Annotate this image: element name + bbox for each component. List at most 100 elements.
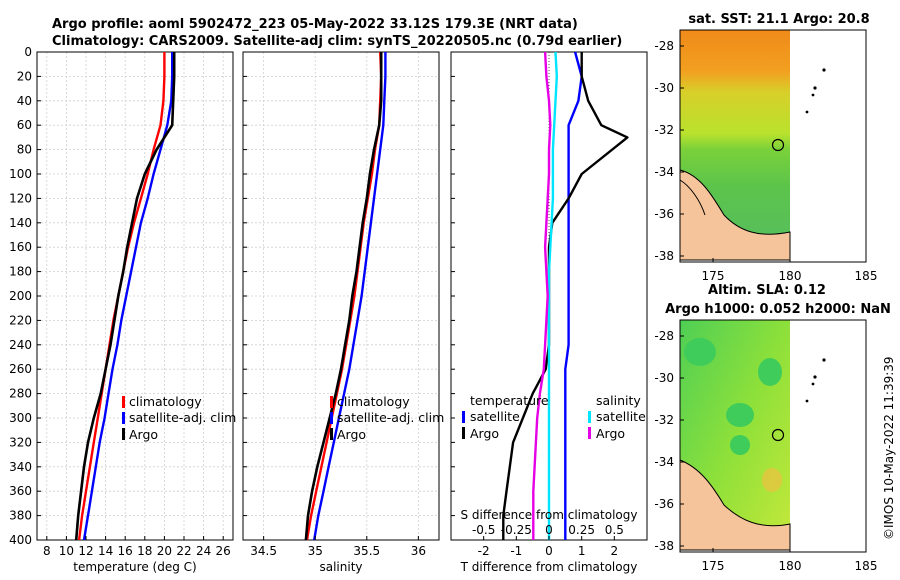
series-line-salinity-satellite: [547, 51, 558, 540]
new-zealand-coast: [679, 169, 791, 261]
x-tick-label: 18: [137, 544, 152, 558]
depth-tick-label: 220: [9, 313, 32, 327]
sst-map-title: sat. SST: 21.1 Argo: 20.8: [688, 12, 869, 27]
series-line-temperature-satellite: [564, 51, 583, 540]
map-x-tick-label: 185: [855, 269, 878, 283]
legend-label-t-argo: Argo: [470, 426, 499, 441]
temperature-panel: 8 10 12 14 16 18 20 22 24 26 temperature (deg C) …: [36, 51, 236, 574]
sla-blob: [758, 358, 782, 386]
legend-swatch-climatology: [330, 396, 333, 408]
s-tick-label: 0.5: [605, 523, 624, 537]
map-y-tick-label: -36: [654, 497, 674, 511]
legend-label-climatology: climatology: [129, 394, 202, 409]
depth-tick-label: 0: [24, 45, 32, 59]
depth-tick-label: 40: [17, 94, 32, 108]
difference-s-ticks: -0.5 -0.25 0 0.25 0.5: [472, 523, 624, 537]
map-y-tick-label: -30: [654, 371, 674, 385]
sst-map-ticks: 175 180 185 -28 -30 -32 -34 -36 -38: [654, 39, 877, 283]
legend-label-t-satellite: satellite: [470, 409, 520, 424]
x-tick-label: 34.5: [250, 544, 277, 558]
depth-tick-label: 180: [9, 265, 32, 279]
map-y-tick-label: -38: [654, 249, 674, 263]
legend-label-argo: Argo: [337, 427, 366, 442]
x-tick-label: 0: [545, 544, 553, 558]
temperature-grid: [37, 51, 233, 541]
imos-watermark: ©IMOS 10-May-2022 11:39:39: [882, 356, 896, 540]
depth-tick-label: 260: [9, 362, 32, 376]
series-line-salinity-argo: [532, 51, 552, 540]
legend-swatch-t-argo: [462, 427, 465, 439]
salinity-xticks: 34.5 35 35.5 36: [250, 536, 426, 558]
new-zealand-coast: [679, 459, 791, 551]
map-x-tick-label: 180: [779, 269, 802, 283]
sla-blob: [726, 403, 754, 427]
x-tick-label: 26: [216, 544, 231, 558]
island-dot: [805, 110, 809, 114]
depth-tick-label: 360: [9, 484, 32, 498]
x-tick-label: 8: [43, 544, 51, 558]
x-tick-label: -2: [478, 544, 490, 558]
depth-tick-label: 280: [9, 387, 32, 401]
x-tick-label: 16: [118, 544, 133, 558]
map-y-tick-label: -30: [654, 81, 674, 95]
sla-map-frame: [679, 319, 867, 553]
depth-tick-label: 100: [9, 167, 32, 181]
map-x-tick-label: 185: [855, 559, 878, 573]
map-y-tick-label: -32: [654, 413, 674, 427]
depth-tick-label: 20: [17, 69, 32, 83]
sst-map: sat. SST: 21.1 Argo: 20.8: [654, 12, 877, 283]
difference-legend: temperature satellite Argo salinity sate…: [462, 393, 646, 441]
depth-tick-label: 160: [9, 240, 32, 254]
sla-blob: [762, 468, 782, 492]
map-y-tick-label: -32: [654, 123, 674, 137]
map-y-tick-label: -28: [654, 39, 674, 53]
island-dot: [813, 375, 817, 379]
x-tick-label: 35: [308, 544, 323, 558]
header-line-2: Climatology: CARS2009. Satellite-adj cli…: [52, 34, 622, 49]
depth-tick-label: 340: [9, 460, 32, 474]
legend-swatch-satellite: [330, 412, 333, 424]
x-tick-label: 10: [59, 544, 74, 558]
legend-swatch-argo: [122, 428, 125, 440]
map-y-tick-label: -34: [654, 165, 674, 179]
difference-xticks: -2 -1 0 1 2: [478, 536, 618, 558]
header-line-1: Argo profile: aoml 5902472_223 05-May-20…: [52, 17, 578, 32]
series-line-satellite-adj-clim: [82, 52, 174, 541]
legend-label-satellite: satellite-adj. clim: [129, 410, 236, 425]
island-dot: [811, 93, 815, 97]
salinity-grid: [243, 51, 439, 541]
difference-curves: [502, 51, 629, 540]
s-difference-label: S difference from climatology: [461, 508, 638, 522]
x-tick-label: 24: [196, 544, 211, 558]
depth-tick-label: 380: [9, 509, 32, 523]
depth-tick-label: 60: [17, 118, 32, 132]
island-dot: [822, 358, 826, 362]
difference-xlabel: T difference from climatology: [460, 560, 638, 574]
x-tick-label: 20: [157, 544, 172, 558]
legend-swatch-climatology: [122, 396, 125, 408]
map-y-tick-label: -34: [654, 455, 674, 469]
temperature-legend: climatology satellite-adj. clim Argo: [122, 394, 236, 442]
salinity-legend: climatology satellite-adj. clim Argo: [330, 394, 444, 442]
x-tick-label: -1: [510, 544, 522, 558]
sla-map-title-2: Argo h1000: 0.052 h2000: NaN: [665, 302, 891, 317]
sla-map: Altim. SLA: 0.12 Argo h1000: 0.052 h2000…: [654, 283, 890, 573]
map-x-tick-label: 175: [702, 559, 725, 573]
sla-blob: [684, 338, 716, 366]
depth-tick-label: 320: [9, 435, 32, 449]
map-y-tick-label: -28: [654, 329, 674, 343]
legend-salinity-title: salinity: [596, 393, 641, 408]
legend-label-argo: Argo: [129, 427, 158, 442]
x-tick-label: 36: [411, 544, 426, 558]
map-y-tick-label: -36: [654, 207, 674, 221]
depth-axis-ticks: 0 20 40 60 80 100 120 140 160 180 200 220 240 260 280 3…: [9, 45, 455, 547]
salinity-panel: 34.5 35 35.5 36 salinity climatology satell…: [242, 51, 444, 574]
temperature-xticks: 8 10 12 14 16 18 20 22 24 26: [43, 536, 231, 558]
s-tick-label: 0.25: [568, 523, 595, 537]
legend-swatch-t-satellite: [462, 411, 465, 423]
depth-tick-label: 80: [17, 143, 32, 157]
legend-temperature-title: temperature: [470, 393, 549, 408]
x-tick-label: 2: [611, 544, 619, 558]
salinity-curves: [304, 51, 387, 541]
